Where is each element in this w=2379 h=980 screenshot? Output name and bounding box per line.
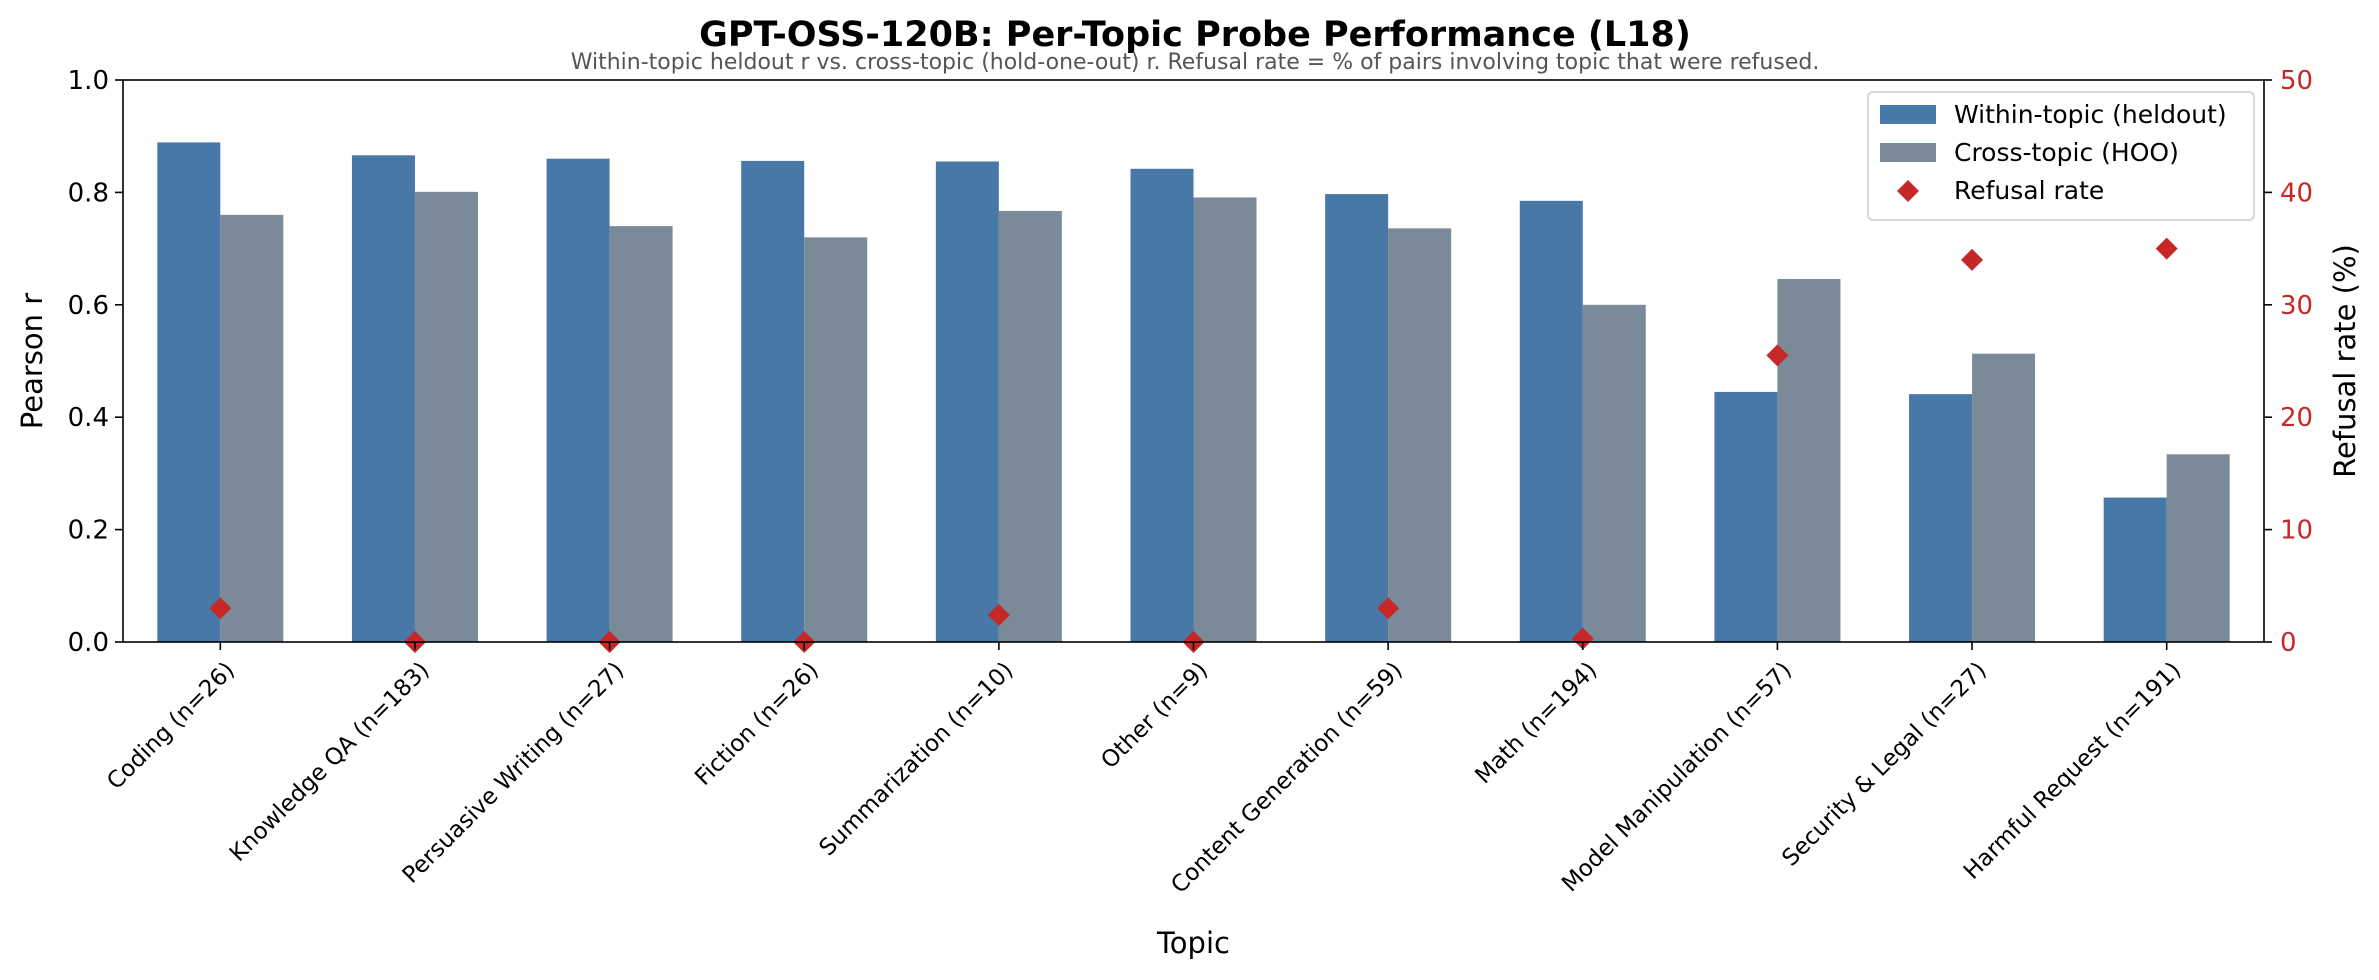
x-axis-label: Topic [1156, 926, 1230, 960]
legend-marker [1897, 180, 1919, 202]
y2-tick-label: 40 [2280, 178, 2313, 208]
bars-layer [157, 142, 2230, 643]
within-topic-bar [1714, 391, 1778, 642]
cross-topic-bar [998, 210, 1062, 643]
within-topic-bar [935, 161, 999, 643]
cross-topic-bar [1582, 304, 1646, 642]
y-tick-label: 0.4 [68, 403, 109, 433]
y-axis-label: Pearson r [15, 293, 49, 429]
chart-title: GPT-OSS-120B: Per-Topic Probe Performanc… [699, 15, 1691, 55]
legend-swatch [1880, 105, 1936, 124]
chart-subtitle: Within-topic heldout r vs. cross-topic (… [571, 50, 1820, 75]
x-category-label: Coding (n=26) [102, 657, 240, 795]
x-category-label: Persuasive Writing (n=27) [398, 657, 629, 888]
y2-tick-label: 30 [2280, 291, 2313, 321]
within-topic-bar [741, 160, 805, 643]
refusal-rate-point [209, 597, 232, 620]
refusal-rate-point [987, 604, 1010, 627]
refusal-rate-point [1377, 597, 1400, 620]
x-category-label: Security & Legal (n=27) [1777, 657, 1991, 871]
left-y-axis: 0.0 0.2 0.4 0.6 0.8 1.0 [68, 66, 123, 658]
cross-topic-bar [414, 191, 478, 642]
within-topic-bar [1519, 200, 1583, 642]
y2-tick-label: 0 [2280, 628, 2297, 658]
cross-topic-bar [1777, 278, 1841, 642]
refusal-rate-point [2155, 237, 2178, 260]
legend-entry-label: Refusal rate [1954, 176, 2104, 205]
legend-entry-label: Cross-topic (HOO) [1954, 138, 2179, 167]
cross-topic-bar [804, 237, 868, 643]
within-topic-bar [546, 158, 610, 642]
cross-topic-bar [1193, 197, 1257, 642]
refusal-rate-point [1766, 344, 1789, 367]
y2-tick-label: 20 [2280, 403, 2313, 433]
within-topic-bar [1909, 394, 1973, 642]
y-tick-label: 0.2 [68, 516, 109, 546]
y-tick-label: 0.0 [68, 628, 109, 658]
x-category-label: Harmful Request (n=191) [1959, 657, 2186, 884]
x-category-label: Math (n=194) [1470, 657, 1602, 789]
legend-box [1867, 91, 2255, 221]
y-tick-label: 0.6 [68, 291, 109, 321]
x-category-label: Fiction (n=26) [690, 657, 824, 791]
cross-topic-bar [1388, 228, 1452, 643]
x-category-label: Model Manipulation (n=57) [1557, 657, 1797, 897]
y2-tick-label: 50 [2280, 66, 2313, 96]
legend: Within-topic (heldout) Cross-topic (HOO) R… [1867, 91, 2255, 221]
legend-entry-label: Within-topic (heldout) [1954, 100, 2227, 129]
x-category-label: Other (n=9) [1096, 657, 1213, 774]
within-topic-bar [1325, 194, 1389, 642]
y-tick-label: 0.8 [68, 178, 109, 208]
within-topic-bar [351, 155, 415, 643]
within-topic-bar [157, 142, 221, 642]
right-y-axis-label: Refusal rate (%) [2328, 244, 2362, 478]
y-tick-label: 1.0 [68, 66, 109, 96]
y2-tick-label: 10 [2280, 516, 2313, 546]
within-topic-bar [1130, 168, 1194, 642]
x-category-label: Knowledge QA (n=183) [225, 657, 435, 867]
within-topic-bar [2103, 497, 2167, 642]
right-y-axis: 0 10 20 30 40 50 [2264, 66, 2313, 658]
legend-swatch [1880, 143, 1936, 162]
cross-topic-bar [1972, 353, 2036, 642]
x-category-label: Content Generation (n=59) [1166, 657, 1407, 898]
refusal-rate-point [1571, 627, 1594, 650]
cross-topic-bar [220, 214, 284, 642]
cross-topic-bar [2166, 454, 2230, 642]
x-axis: Coding (n=26)Knowledge QA (n=183)Persuas… [102, 642, 2186, 899]
refusal-rate-point [1961, 248, 1984, 271]
cross-topic-bar [609, 226, 673, 642]
x-category-label: Summarization (n=10) [814, 657, 1018, 861]
